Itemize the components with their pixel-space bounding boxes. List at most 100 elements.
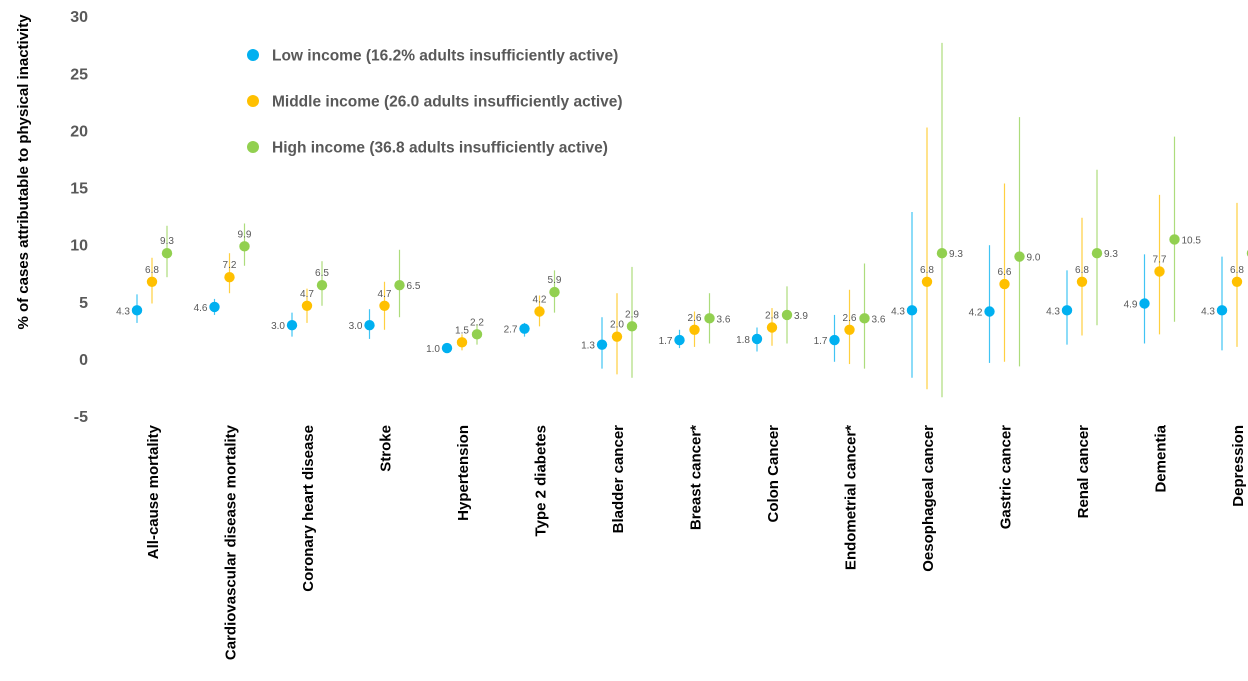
data-point (1169, 234, 1180, 245)
data-point (534, 306, 545, 317)
x-category-label: Hypertension (455, 425, 472, 521)
data-label: 9.3 (949, 249, 963, 260)
data-label: 2.6 (843, 313, 857, 324)
legend-marker (247, 95, 259, 107)
data-point (1216, 305, 1228, 316)
data-label: 6.5 (315, 268, 329, 279)
data-label: 6.6 (998, 267, 1012, 278)
data-label: 3.9 (794, 311, 808, 322)
x-category-label: Stroke (378, 425, 395, 472)
data-point (936, 248, 948, 259)
data-label: 2.9 (625, 309, 639, 320)
y-tick-label: 30 (70, 9, 88, 26)
data-point (456, 337, 468, 348)
data-label: 2.0 (610, 320, 624, 331)
data-label: 2.7 (504, 325, 518, 336)
data-label: 7.2 (223, 260, 237, 271)
data-point (626, 321, 638, 332)
data-point (394, 280, 405, 291)
data-point (689, 324, 700, 335)
data-label: 4.7 (378, 289, 392, 300)
data-label: 9.3 (1104, 249, 1118, 260)
data-label: 1.3 (581, 341, 595, 352)
data-point (471, 329, 483, 340)
data-point (906, 305, 918, 316)
data-point (984, 306, 995, 317)
legend: Low income (16.2% adults insufficiently … (247, 48, 623, 157)
data-label: 4.3 (116, 306, 130, 317)
data-point (286, 320, 298, 331)
data-label: 4.6 (194, 303, 208, 314)
x-category-label: Type 2 diabetes (533, 425, 550, 536)
legend-entry: Middle income (26.0 adults insufficientl… (272, 94, 623, 111)
x-category-label: Gastric cancer (998, 425, 1015, 529)
data-point (131, 305, 143, 316)
data-point (829, 334, 840, 346)
data-label: 6.5 (407, 281, 421, 292)
y-tick-label: 25 (70, 66, 88, 83)
y-tick-label: 10 (70, 238, 88, 255)
data-point (1139, 298, 1150, 309)
data-label: 9.9 (238, 229, 252, 240)
data-label: 4.3 (1046, 306, 1060, 317)
data-point (224, 272, 235, 283)
x-category-label: Coronary heart disease (300, 425, 317, 592)
data-label: 4.3 (1201, 306, 1215, 317)
data-point (1014, 251, 1025, 262)
data-point (766, 322, 778, 333)
x-category-label: Depression (1230, 425, 1247, 507)
data-point (301, 300, 313, 311)
data-point (549, 286, 560, 298)
data-label: 3.0 (349, 321, 363, 332)
data-label: 4.9 (1124, 299, 1138, 310)
data-label: 6.8 (920, 265, 934, 276)
data-label: 6.8 (145, 265, 159, 276)
data-label: 1.0 (426, 344, 440, 355)
data-label: 2.8 (765, 310, 779, 321)
legend-marker (247, 141, 259, 153)
data-label: 1.7 (659, 336, 673, 347)
data-label: 3.6 (717, 314, 731, 325)
x-category-label: Colon Cancer (765, 425, 782, 523)
y-tick-label: 15 (70, 181, 88, 198)
x-category-label: Cardiovascular disease mortality (223, 424, 240, 660)
x-category-label: Oesophageal cancer (920, 425, 937, 572)
data-point (1076, 276, 1088, 287)
x-category-label: Breast cancer* (688, 425, 705, 530)
data-point (704, 313, 715, 324)
y-tick-label: 0 (79, 352, 88, 369)
y-tick-label: -5 (74, 409, 88, 426)
data-point (239, 241, 250, 252)
data-label: 4.2 (969, 307, 983, 318)
x-category-label: Bladder cancer (610, 425, 627, 534)
data-point (674, 334, 685, 346)
data-point (1091, 248, 1103, 259)
data-point (921, 276, 933, 287)
data-point (1061, 305, 1073, 316)
x-axis-categories: All-cause mortality Cardiovascular diseas… (145, 424, 1247, 660)
data-label: 3.6 (872, 314, 886, 325)
data-labels: 4.36.89.34.67.29.93.04.76.53.04.76.51.01… (116, 229, 1244, 355)
data-point (209, 301, 220, 313)
data-point (859, 313, 870, 324)
x-category-label: Endometrial cancer* (843, 425, 860, 570)
data-point (596, 339, 608, 350)
data-label: 4.7 (300, 289, 314, 300)
data-label: 3.0 (271, 321, 285, 332)
y-tick-label: 5 (79, 295, 88, 312)
data-point (1154, 266, 1165, 277)
data-point (364, 320, 375, 331)
data-label: 1.7 (814, 336, 828, 347)
data-point (519, 323, 530, 334)
legend-marker (247, 49, 259, 61)
data-point (161, 248, 173, 259)
data-label: 4.2 (533, 294, 547, 305)
x-category-label: All-cause mortality (145, 424, 162, 559)
data-label: 1.5 (455, 325, 469, 336)
data-label: 1.8 (736, 335, 750, 346)
data-points (131, 234, 1248, 354)
data-label: 5.9 (548, 275, 562, 286)
data-label: 6.8 (1230, 265, 1244, 276)
